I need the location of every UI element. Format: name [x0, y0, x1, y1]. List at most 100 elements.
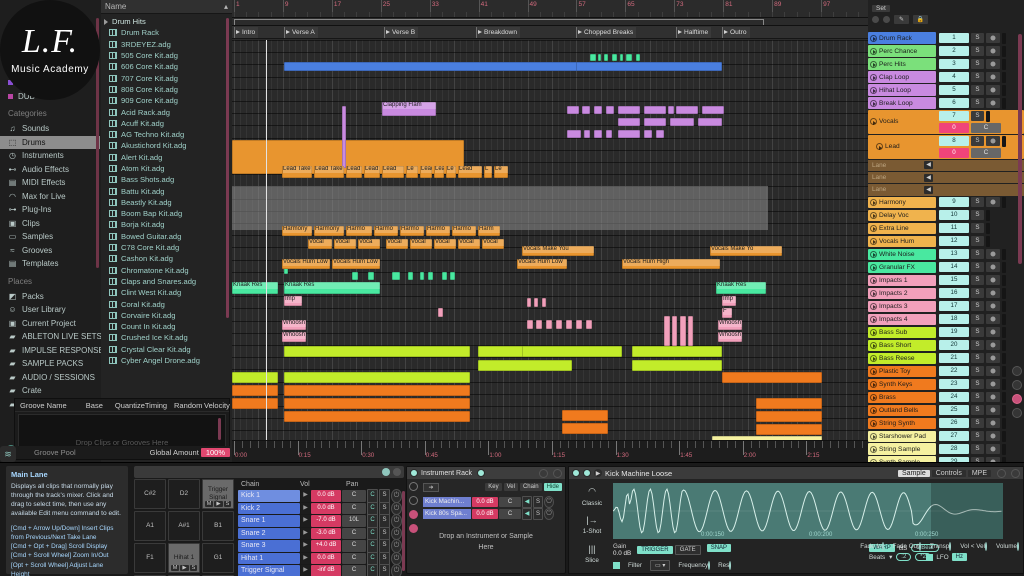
track-io-number[interactable]: 25 [939, 405, 969, 416]
clip-block[interactable] [590, 54, 596, 61]
chain-activator[interactable]: C [367, 501, 378, 515]
track-play-icon[interactable] [870, 380, 877, 388]
track-solo-button[interactable]: S [971, 405, 984, 416]
arrangement-clip[interactable]: Vocal [410, 239, 432, 249]
sidebar-item-plug-ins[interactable]: ⊶ Plug-Ins [0, 203, 100, 217]
track-io-number[interactable]: 28 [939, 444, 969, 455]
track-io-number[interactable]: 14 [939, 262, 969, 273]
drum-pad[interactable]: F1 [134, 543, 166, 573]
clip-block[interactable] [562, 410, 608, 421]
sidebar-item-dub[interactable]: DUB [0, 90, 100, 104]
track-name[interactable]: Clap Loop [868, 71, 936, 83]
track-io-number[interactable]: 10 [939, 210, 969, 221]
arrangement-clip[interactable]: Lead [346, 166, 362, 178]
chain-list[interactable]: Chain Vol Pan Kick 1 ▶ 0.0 dB C C S ⏻ Kick 2 ▶ 0.… [238, 479, 405, 576]
track-name[interactable]: Impacts 3 [868, 300, 936, 313]
chain-solo[interactable]: S [379, 514, 390, 528]
clip-block[interactable] [522, 346, 622, 357]
track-name[interactable]: Hihat Loop [868, 84, 936, 96]
clip-block[interactable] [756, 411, 822, 422]
track-solo-button[interactable]: S [971, 275, 984, 286]
clip-block[interactable] [604, 54, 608, 61]
pad-solo-button[interactable]: S [223, 501, 232, 507]
track-name[interactable]: Impacts 2 [868, 287, 936, 300]
clip-block[interactable] [702, 106, 724, 114]
file-row[interactable]: Drum Rack [101, 27, 232, 38]
track-solo-button[interactable]: S [971, 444, 984, 455]
chain-solo[interactable]: S [379, 551, 390, 565]
track-play-icon[interactable] [870, 250, 877, 258]
arrangement-clip[interactable]: Le [406, 166, 418, 178]
sidebar-item-samples[interactable]: ▭ Samples [0, 230, 100, 244]
rack-macro-arrow-icon[interactable]: ➜ [423, 483, 439, 492]
clip-block[interactable] [672, 316, 677, 346]
filter-shape-dropdown[interactable]: ▭ ▾ [650, 560, 671, 571]
track-io-number[interactable]: 6 [939, 98, 969, 109]
track-name[interactable]: White Noise [868, 248, 936, 261]
file-row[interactable]: C78 Core Kit.adg [101, 242, 232, 253]
simpler-tab-mpe[interactable]: MPE [967, 469, 991, 477]
rack-power-icon[interactable] [393, 468, 401, 476]
instrument-chain-volume[interactable]: 0.0 dB [472, 497, 498, 507]
file-row[interactable]: 606 Core Kit.adg [101, 61, 232, 72]
track-arm-button[interactable] [986, 301, 1000, 312]
file-group-row[interactable]: Drum Hits [101, 16, 232, 27]
gain-value[interactable]: 0.0 dB [613, 550, 632, 557]
track-arm-button[interactable] [986, 392, 1000, 403]
track-play-icon[interactable] [870, 118, 877, 126]
chain-play-icon[interactable]: ▶ [301, 515, 310, 527]
clip-block[interactable] [556, 320, 562, 329]
chain-play-icon[interactable]: ▶ [301, 490, 310, 502]
drum-pad[interactable]: G1 [202, 543, 234, 573]
simpler-mode-column[interactable]: ◠ Classic |→ 1-Shot ||| Slice [573, 485, 611, 572]
track-header[interactable]: Vocals 7 S 0 C [868, 109, 1024, 134]
device-fold-icon[interactable] [553, 468, 562, 478]
rack-tab-hide[interactable]: Hide [543, 483, 562, 491]
track-header[interactable]: Delay Voc 10 S [868, 209, 1024, 222]
clip-block[interactable] [680, 316, 686, 346]
chain-pan[interactable]: C [342, 502, 366, 514]
clip-block[interactable] [618, 106, 640, 114]
track-solo-button[interactable]: S [971, 249, 984, 260]
track-arm-button[interactable] [986, 431, 1000, 442]
track-io-number[interactable]: 18 [939, 314, 969, 325]
track-header[interactable]: String Synth 26 S [868, 417, 1024, 429]
track-header[interactable]: Bass Short 20 S [868, 339, 1024, 351]
file-row[interactable]: Acid Rack.adg [101, 106, 232, 117]
track-play-icon[interactable] [870, 354, 877, 362]
sidebar-item-instruments[interactable]: ◷ Instruments [0, 149, 100, 163]
track-io-number[interactable]: 1 [939, 33, 969, 44]
clip-block[interactable] [576, 62, 722, 71]
sidebar-item-drums[interactable]: ⬚ Drums [0, 135, 100, 149]
clip-block[interactable] [656, 130, 664, 138]
sidebar-item-audio-effects[interactable]: ⊷ Audio Effects [0, 163, 100, 177]
chain-activator-icon[interactable]: ◀ [522, 508, 532, 520]
arrangement-clip[interactable]: Voca [358, 239, 380, 249]
locator-markers-row[interactable]: Intro Verse A Verse B Breakdown Chopped Brea… [232, 26, 868, 39]
track-name[interactable]: Break Loop [868, 97, 936, 109]
time-selection-highlight[interactable] [232, 186, 768, 230]
track-header[interactable]: Break Loop 6 S [868, 97, 1024, 109]
simpler-tab-sample[interactable]: Sample [898, 469, 930, 477]
device-save-icon[interactable] [539, 468, 548, 478]
fade-in-knob[interactable] [881, 542, 884, 551]
track-solo-button[interactable]: S [971, 111, 984, 122]
track-io-number[interactable]: 4 [939, 72, 969, 83]
simpler-fold-icon[interactable] [1011, 468, 1020, 478]
drum-pad[interactable]: B1 [202, 511, 234, 541]
track-solo-button[interactable]: S [971, 236, 984, 247]
clip-block[interactable] [284, 372, 470, 383]
arrangement-clip[interactable]: F [722, 308, 732, 318]
chain-activator[interactable]: C [367, 539, 378, 553]
track-name[interactable]: Starshower Pad [868, 430, 936, 442]
groove-column-header[interactable]: Random [173, 400, 203, 410]
clip-block[interactable] [232, 372, 278, 383]
chain-power-icon[interactable]: ⏻ [391, 514, 402, 528]
track-header[interactable]: Granular FX 14 S [868, 261, 1024, 274]
file-row[interactable]: AG Techno Kit.adg [101, 129, 232, 140]
file-row[interactable]: 909 Core Kit.adg [101, 95, 232, 106]
file-row[interactable]: Corvaire Kit.adg [101, 310, 232, 321]
clip-block[interactable] [756, 398, 822, 409]
track-header[interactable]: Impacts 2 16 S [868, 287, 1024, 300]
track-solo-button[interactable]: S [971, 431, 984, 442]
